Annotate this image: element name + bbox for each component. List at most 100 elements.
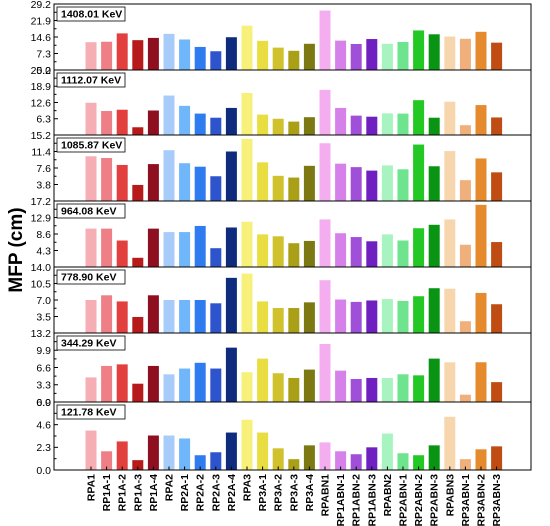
bar-rp2abn-2: [413, 144, 425, 201]
panel-label-box: [56, 203, 126, 219]
bar-rp1abn-3: [366, 170, 378, 201]
bar-rpabn1: [319, 10, 331, 71]
bar-rp2a-4: [225, 277, 237, 333]
x-tick-label: RP2ABN-1: [398, 474, 410, 526]
bar-rpa1: [85, 156, 97, 201]
x-tick-label: RP1ABN-1: [335, 474, 347, 526]
bar-rp2a-3: [210, 248, 222, 267]
bar-rpa3: [241, 92, 253, 135]
bar-rp1abn-2: [350, 379, 362, 402]
panel-label: 1112.07 KeV: [61, 75, 121, 87]
bar-rp2a-2: [194, 113, 206, 135]
bar-rp2abn-1: [397, 113, 409, 135]
bar-rpa2: [163, 33, 175, 70]
bar-rp1a-2: [116, 164, 128, 201]
x-tick-label: RP2A-2: [195, 474, 207, 512]
bar-rp2a-4: [225, 347, 237, 402]
bar-rpa3: [241, 372, 253, 402]
bar-rp1abn-3: [366, 116, 378, 135]
bar-rp1a-3: [132, 383, 144, 402]
bar-rp1abn-3: [366, 241, 378, 267]
bar-rp1a-4: [147, 110, 159, 135]
bar-rp3abn-1: [459, 459, 471, 470]
x-tick-label: RP1A-3: [132, 474, 144, 512]
bar-rpabn1: [319, 219, 331, 267]
bar-rp3abn-3: [491, 42, 503, 70]
bar-rp3abn-1: [459, 244, 471, 267]
bar-rpa3: [241, 273, 253, 333]
panel-6: 0.0 3.3 6.6 9.9 13.2 344.29 KeV: [31, 328, 532, 409]
x-tick-label: RP3ABN-3: [491, 474, 503, 526]
x-tick-label: RPABN2: [382, 474, 394, 517]
panel-label-box: [56, 6, 126, 22]
y-tick-label: 12.9: [31, 212, 52, 224]
bar-rp1a-1: [101, 451, 113, 470]
bar-rp2abn-2: [413, 455, 425, 470]
bar-rp3abn-2: [475, 31, 487, 70]
bar-rpa1: [85, 300, 97, 333]
y-tick-label: 0.0: [36, 397, 51, 409]
x-tick-label: RP1A-2: [117, 474, 129, 512]
panel-1: 0.0 7.3 14.6 21.9 29.2 1408.01 KeV: [31, 0, 532, 77]
bar-rp3a-2: [272, 308, 284, 333]
bar-rpabn3: [444, 36, 456, 70]
bar-rp1abn-2: [350, 454, 362, 470]
panel-label: 344.29 KeV: [61, 338, 116, 350]
bar-rp1a-1: [101, 365, 113, 402]
bar-rp1abn-2: [350, 44, 362, 70]
y-tick-label: 3.8: [36, 179, 51, 191]
panel-label: 1408.01 KeV: [61, 9, 122, 21]
y-tick-label: 14.6: [31, 32, 52, 44]
y-tick-label: 0.0: [36, 65, 51, 77]
bar-rp2abn-1: [397, 240, 409, 267]
x-tick-label: RP3A-2: [273, 474, 285, 512]
bar-rpabn3: [444, 219, 456, 267]
bar-rp1abn-3: [366, 300, 378, 333]
bar-rp2a-4: [225, 37, 237, 70]
bar-rpabn3: [444, 151, 456, 201]
bar-rp2abn-3: [428, 358, 440, 402]
y-tick-label: 25.2: [31, 65, 52, 77]
bar-rp3abn-2: [475, 105, 487, 135]
x-tick-label: RP3A-4: [304, 474, 316, 512]
bar-rp3a-2: [272, 448, 284, 470]
bar-rpabn2: [381, 433, 393, 470]
bar-rpabn1: [319, 89, 331, 135]
panel-label: 121.78 KeV: [61, 407, 116, 419]
bar-rpa1: [85, 42, 97, 70]
bar-rp2a-2: [194, 225, 206, 267]
bar-rp3a-1: [257, 358, 269, 402]
bar-rp2a-1: [179, 105, 191, 135]
bar-rp2a-3: [210, 117, 222, 135]
y-tick-label: 6.9: [36, 397, 51, 409]
bar-rp1abn-1: [335, 299, 347, 333]
bar-rp3a-1: [257, 40, 269, 70]
bar-rpabn2: [381, 234, 393, 267]
bar-rp1abn-1: [335, 370, 347, 402]
bar-rp2a-1: [179, 438, 191, 470]
bar-rp3a-1: [257, 114, 269, 135]
bar-rp3a-3: [288, 459, 300, 470]
y-tick-label: 11.4: [31, 146, 51, 158]
bar-rp3a-1: [257, 234, 269, 267]
panel-label-box: [56, 137, 126, 153]
bar-rp1a-2: [116, 240, 128, 267]
bar-rp3a-3: [288, 308, 300, 333]
bar-rp2abn-1: [397, 374, 409, 402]
y-tick-label: 8.6: [36, 229, 51, 241]
y-tick-label: 0.0: [36, 465, 51, 477]
bar-rp3abn-1: [459, 38, 471, 70]
bar-rp3a-2: [272, 373, 284, 402]
bar-rpa1: [85, 430, 97, 470]
bar-rp2abn-3: [428, 117, 440, 135]
bar-rp1abn-3: [366, 377, 378, 402]
bar-rp1a-1: [101, 228, 113, 267]
bar-rp1abn-1: [335, 40, 347, 70]
y-tick-label: 6.3: [36, 114, 51, 126]
bar-rp2abn-3: [428, 166, 440, 201]
bar-rp1a-3: [132, 40, 144, 70]
bar-rp2abn-2: [413, 100, 425, 135]
y-tick-label: 4.6: [36, 419, 51, 431]
bar-rpabn1: [319, 343, 331, 402]
